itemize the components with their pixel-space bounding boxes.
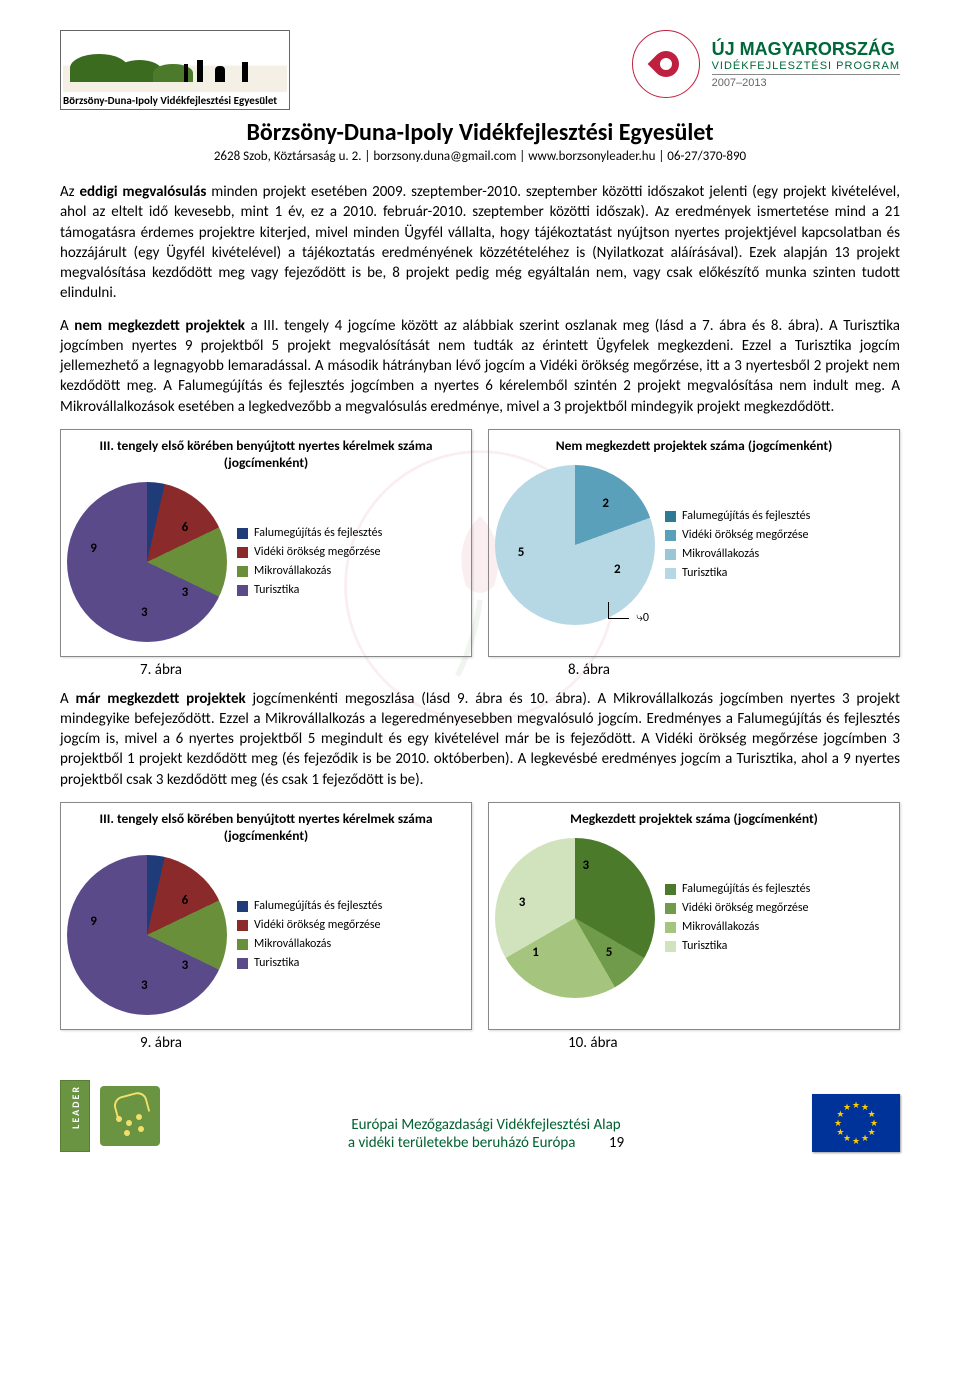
chart-9: III. tengely első körében benyújtott nye… xyxy=(60,802,472,1030)
rose-icon xyxy=(632,30,700,98)
legend-item: Vidéki örökség megőrzése xyxy=(237,918,382,932)
legend-item: Falumegújítás és fejlesztés xyxy=(237,526,382,540)
legend-item: Falumegújítás és fejlesztés xyxy=(665,882,810,896)
legend-item: Falumegújítás és fejlesztés xyxy=(237,899,382,913)
legend-item: Turisztika xyxy=(665,939,810,953)
org-logo-left: Börzsöny-Duna-Ipoly Vidékfejlesztési Egy… xyxy=(60,30,290,110)
umvp-subtitle: VIDÉKFEJLESZTÉSI PROGRAM xyxy=(712,60,900,72)
legend-item: Vidéki örökség megőrzése xyxy=(665,528,810,542)
body-text: Az eddigi megvalósulás minden projekt es… xyxy=(60,182,900,417)
caption-7: 7. ábra xyxy=(60,661,472,679)
legend-item: Turisztika xyxy=(237,583,382,597)
legend-item: Turisztika xyxy=(665,566,810,580)
caption-8: 8. ábra xyxy=(488,661,900,679)
paragraph-2: A nem megkezdett projektek a III. tengel… xyxy=(60,316,900,417)
charts-row-1: III. tengely első körében benyújtott nye… xyxy=(60,429,900,657)
legend-item: Mikrovállakozás xyxy=(665,547,810,561)
chart-8: Nem megkezdett projektek száma (jogcímen… xyxy=(488,429,900,657)
legend-item: Vidéki örökség megőrzése xyxy=(237,545,382,559)
legend-item: Mikrovállakozás xyxy=(237,937,382,951)
legend-item: Mikrovállakozás xyxy=(665,920,810,934)
leader-flag-icon: LEADER xyxy=(60,1080,90,1152)
chart-9-title: III. tengely első körében benyújtott nye… xyxy=(67,811,465,845)
caption-10: 10. ábra xyxy=(488,1034,900,1052)
page-number: 19 xyxy=(609,1134,624,1152)
chart-10: Megkezdett projektek száma (jogcímenként… xyxy=(488,802,900,1030)
footer: LEADER Európai Mezőgazdasági Vidékfejles… xyxy=(60,1080,900,1152)
page-title: Börzsöny-Duna-Ipoly Vidékfejlesztési Egy… xyxy=(60,118,900,147)
charts-row-2: III. tengely első körében benyújtott nye… xyxy=(60,802,900,1030)
header: Börzsöny-Duna-Ipoly Vidékfejlesztési Egy… xyxy=(60,30,900,110)
chart-7-pie: 6339 xyxy=(67,482,227,642)
chart-8-pie: 225⤷0 xyxy=(495,465,655,625)
footer-left: LEADER xyxy=(60,1080,160,1152)
legend-item: Vidéki örökség megőrzése xyxy=(665,901,810,915)
paragraph-1: Az eddigi megvalósulás minden projekt es… xyxy=(60,182,900,304)
caption-row-1: 7. ábra 8. ábra xyxy=(60,661,900,679)
chart-7-legend: Falumegújítás és fejlesztés Vidéki öröksé… xyxy=(237,521,382,602)
eu-flag-icon: ★★★★★★★★★★★★ xyxy=(812,1094,900,1152)
body-text-2: A már megkezdett projektek jogcímenkénti… xyxy=(60,689,900,790)
chart-8-legend: Falumegújítás és fejlesztés Vidéki öröksé… xyxy=(665,504,810,585)
umvp-title: ÚJ MAGYARORSZÁG xyxy=(712,39,900,60)
leader-badge-icon xyxy=(100,1086,160,1146)
chart-9-legend: Falumegújítás és fejlesztés Vidéki öröksé… xyxy=(237,894,382,975)
chart-7: III. tengely első körében benyújtott nye… xyxy=(60,429,472,657)
legend-item: Mikrovállakozás xyxy=(237,564,382,578)
org-logo-caption: Börzsöny-Duna-Ipoly Vidékfejlesztési Egy… xyxy=(63,92,287,107)
footer-line-2: a vidéki területekbe beruházó Európa xyxy=(348,1134,576,1152)
paragraph-3: A már megkezdett projektek jogcímenkénti… xyxy=(60,689,900,790)
chart-9-pie: 6339 xyxy=(67,855,227,1015)
caption-9: 9. ábra xyxy=(60,1034,472,1052)
chart-8-title: Nem megkezdett projektek száma (jogcímen… xyxy=(495,438,893,455)
legend-item: Turisztika xyxy=(237,956,382,970)
caption-row-2: 9. ábra 10. ábra xyxy=(60,1034,900,1052)
page: Börzsöny-Duna-Ipoly Vidékfejlesztési Egy… xyxy=(0,0,960,1172)
page-subtitle: 2628 Szob, Köztársaság u. 2. | borzsony.… xyxy=(60,149,900,164)
legend-item: Falumegújítás és fejlesztés xyxy=(665,509,810,523)
chart-10-legend: Falumegújítás és fejlesztés Vidéki öröksé… xyxy=(665,877,810,958)
title-block: Börzsöny-Duna-Ipoly Vidékfejlesztési Egy… xyxy=(60,118,900,164)
umvp-years: 2007–2013 xyxy=(712,77,900,89)
footer-center: Európai Mezőgazdasági Vidékfejlesztési A… xyxy=(348,1116,624,1152)
footer-line-1: Európai Mezőgazdasági Vidékfejlesztési A… xyxy=(348,1116,624,1134)
chart-7-title: III. tengely első körében benyújtott nye… xyxy=(67,438,465,472)
chart-10-title: Megkezdett projektek száma (jogcímenként… xyxy=(495,811,893,828)
chart-10-pie: 5133 xyxy=(495,838,655,998)
program-logo-right: ÚJ MAGYARORSZÁG VIDÉKFEJLESZTÉSI PROGRAM… xyxy=(632,30,900,98)
